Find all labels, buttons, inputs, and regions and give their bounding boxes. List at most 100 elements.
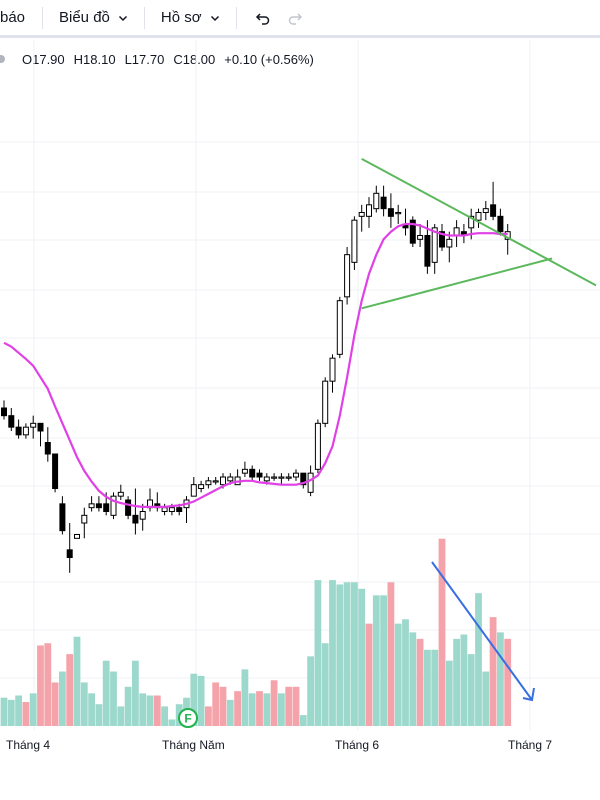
candle (1, 400, 7, 420)
candle (351, 216, 358, 270)
event-f-icon[interactable]: F (178, 708, 198, 728)
toolbar-divider (143, 6, 145, 29)
candle (8, 408, 15, 431)
volume-bar (153, 695, 161, 726)
volume-bar (66, 654, 74, 726)
candle (409, 216, 416, 247)
volume-bar (321, 643, 329, 726)
candle (285, 473, 292, 481)
volume-bar (212, 682, 220, 726)
volume-bar (409, 632, 417, 726)
candle (497, 208, 504, 236)
volume-bar (453, 638, 460, 726)
x-tick-label: Tháng 4 (6, 738, 51, 752)
volume-bar (438, 538, 446, 726)
volume-bar (22, 702, 30, 726)
candle (293, 469, 299, 481)
candle (278, 473, 285, 485)
candle (212, 477, 219, 485)
volume-bar (475, 593, 482, 726)
volume-bar (102, 660, 110, 726)
toolbar-truncated-item[interactable]: báo (0, 9, 26, 26)
volume-bar (226, 699, 234, 726)
x-tick-label: Tháng Năm (162, 738, 225, 752)
volume-bar (482, 671, 490, 726)
volume-bar (314, 580, 322, 726)
candle (387, 193, 394, 228)
candle (482, 201, 489, 221)
volume-bar (37, 645, 44, 726)
candle (402, 208, 409, 236)
chart-drawings (361, 157, 597, 702)
volume-bar (424, 649, 431, 726)
candle (271, 473, 278, 481)
profile-menu-button[interactable]: Hồ sơ (153, 0, 228, 37)
candle (439, 224, 445, 251)
candle (117, 484, 124, 500)
candle (380, 185, 387, 217)
candle (81, 507, 88, 539)
chart-menu-label: Biểu đồ (59, 9, 110, 26)
volume-bar (445, 660, 453, 726)
downtrend-arrow (431, 561, 533, 701)
volume-bar (380, 595, 387, 726)
volume-bar (343, 582, 351, 726)
volume-bar (292, 686, 300, 726)
candle (241, 461, 248, 477)
candle (161, 503, 168, 516)
legend-low: L17.70 (124, 51, 165, 67)
candle (300, 472, 307, 489)
volume-bar (59, 671, 66, 726)
candle (249, 465, 256, 481)
candle (88, 496, 95, 512)
chart-menu-button[interactable]: Biểu đồ (51, 0, 136, 37)
candle (66, 523, 73, 573)
candle (15, 419, 22, 439)
candle (358, 204, 365, 232)
volume-bar (278, 693, 285, 726)
candle (344, 247, 351, 305)
candlesticks (1, 181, 511, 573)
candle (256, 469, 263, 481)
legend-close: C18.00 (173, 51, 216, 67)
candle (373, 185, 380, 213)
candle (183, 496, 190, 523)
volume-bar (467, 654, 475, 726)
candle (139, 503, 146, 531)
chart-grid (0, 40, 600, 730)
volume-bar (329, 580, 336, 726)
volume-bar (139, 693, 147, 726)
volume-bar (256, 691, 263, 726)
candle (37, 422, 44, 447)
volume-bar (219, 686, 227, 726)
undo-button[interactable] (245, 0, 279, 37)
candle (205, 477, 212, 489)
volume-bar (431, 649, 439, 726)
legend-open: O17.90 (22, 51, 65, 67)
volume-bar (270, 680, 278, 726)
candle (322, 377, 329, 428)
volume-bar (460, 634, 468, 726)
candle (490, 181, 497, 221)
candle (125, 496, 132, 520)
volume-bar (110, 671, 117, 726)
candle (52, 453, 59, 493)
price-chart[interactable]: F (0, 40, 600, 730)
candle (446, 231, 453, 263)
candle (329, 354, 336, 393)
volume-bar (132, 660, 139, 726)
candle (336, 296, 343, 359)
redo-button[interactable] (279, 0, 313, 37)
volume-bar (285, 686, 293, 726)
moving-average-line (3, 222, 508, 508)
candle (475, 208, 482, 228)
volume-bar (168, 719, 176, 726)
chevron-down-icon (118, 15, 127, 21)
volume-bar (365, 623, 373, 726)
volume-bar (358, 588, 366, 726)
volume-bar (497, 632, 504, 726)
candle (59, 496, 66, 535)
volume-bar (205, 706, 212, 726)
status-dot (0, 55, 5, 63)
legend-change: +0.10 (+0.56%) (224, 51, 314, 67)
